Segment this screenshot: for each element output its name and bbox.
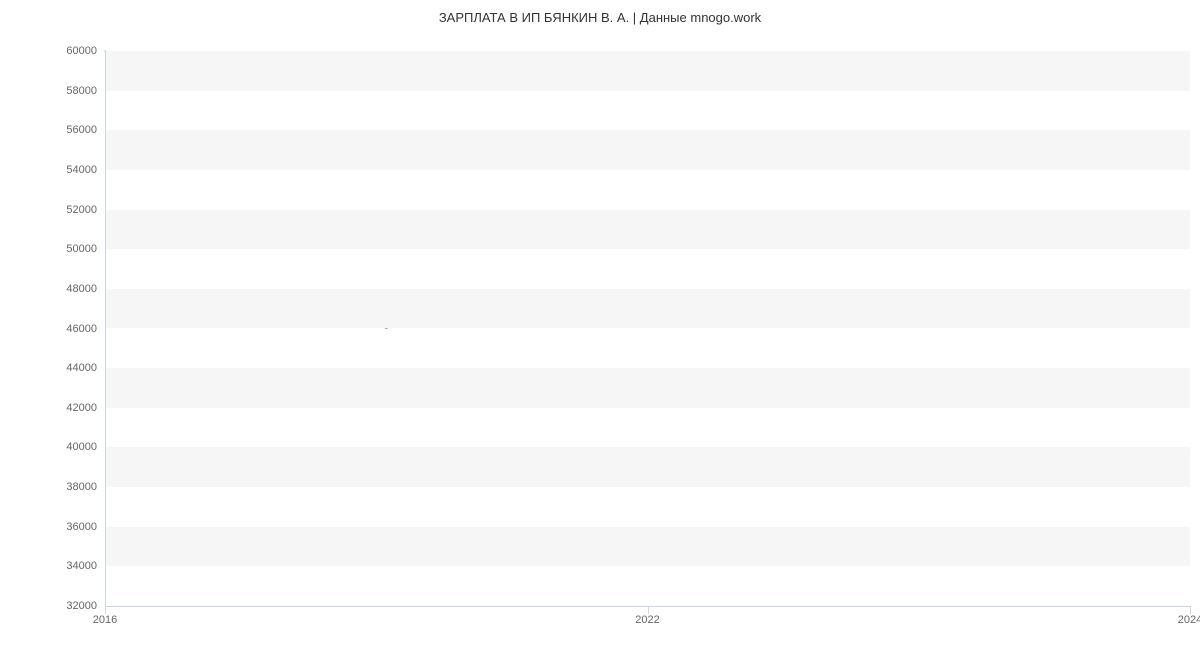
y-axis-tick-label: 56000 <box>66 124 97 136</box>
chart-grid-band <box>105 130 1190 170</box>
chart-grid-band <box>105 566 1190 606</box>
y-axis-line <box>105 51 106 606</box>
y-axis-tick-label: 60000 <box>66 45 97 57</box>
x-axis-tick-label: 2022 <box>635 614 659 626</box>
y-axis-tick-label: 36000 <box>66 521 97 533</box>
y-axis-tick-label: 40000 <box>66 441 97 453</box>
chart-grid-band <box>105 289 1190 329</box>
chart-grid-band <box>105 329 1190 369</box>
y-axis-tick-label: 46000 <box>66 323 97 335</box>
x-axis-tick-mark <box>1190 606 1191 614</box>
y-axis-tick-label: 44000 <box>66 362 97 374</box>
chart-grid-band <box>105 91 1190 131</box>
y-axis-tick-label: 58000 <box>66 85 97 97</box>
chart-grid-band <box>105 408 1190 448</box>
y-axis-tick-label: 48000 <box>66 283 97 295</box>
y-axis-tick-label: 54000 <box>66 164 97 176</box>
x-axis-tick-label: 2024 <box>1178 614 1200 626</box>
x-axis-tick-mark <box>105 606 106 614</box>
y-axis-tick-label: 32000 <box>66 600 97 612</box>
chart-grid-band <box>105 527 1190 567</box>
x-axis-tick-mark <box>648 606 649 614</box>
chart-grid-band <box>105 249 1190 289</box>
y-axis-tick-label: 50000 <box>66 243 97 255</box>
chart-plot-area: 3200034000360003800040000420004400046000… <box>105 51 1190 606</box>
x-axis-tick-label: 2016 <box>93 614 117 626</box>
chart-grid-band <box>105 447 1190 487</box>
y-axis-tick-label: 52000 <box>66 204 97 216</box>
salary-line-chart: ЗАРПЛАТА В ИП БЯНКИН В. А. | Данные mnog… <box>0 0 1200 650</box>
y-axis-tick-label: 34000 <box>66 560 97 572</box>
chart-grid-band <box>105 170 1190 210</box>
y-axis-tick-label: 42000 <box>66 402 97 414</box>
chart-grid-band <box>105 210 1190 250</box>
chart-grid-band <box>105 51 1190 91</box>
chart-grid-band <box>105 368 1190 408</box>
y-axis-tick-label: 38000 <box>66 481 97 493</box>
chart-grid-band <box>105 487 1190 527</box>
chart-title: ЗАРПЛАТА В ИП БЯНКИН В. А. | Данные mnog… <box>0 10 1200 25</box>
